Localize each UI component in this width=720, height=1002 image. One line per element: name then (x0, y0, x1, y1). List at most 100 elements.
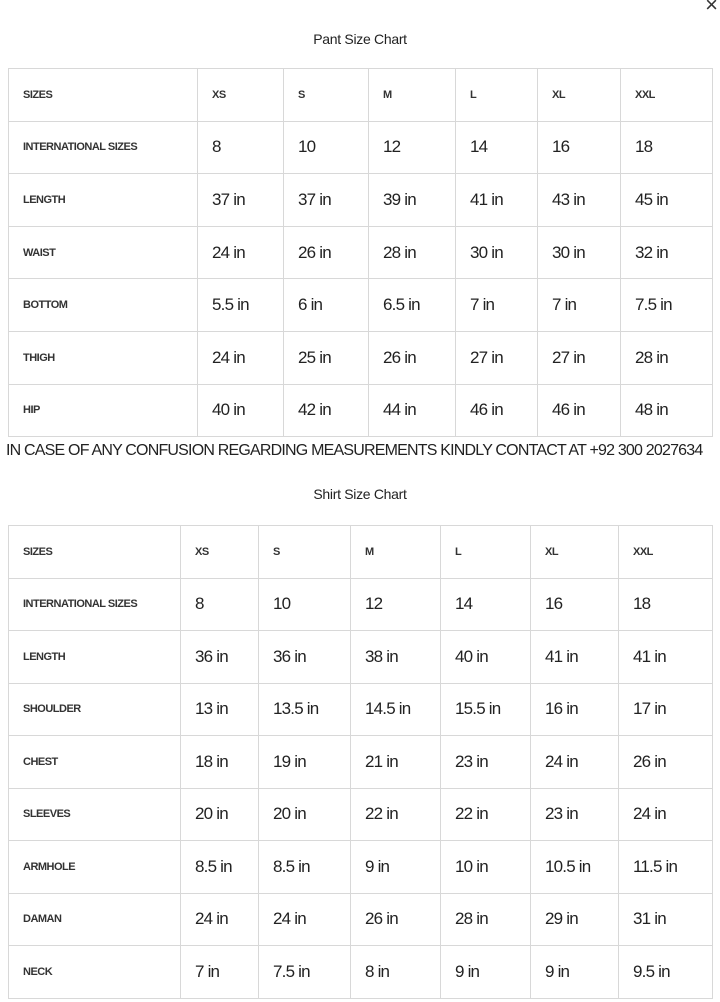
table-cell: 24 in (618, 787, 713, 841)
table-cell: 7 in (455, 278, 538, 332)
table-cell: 13.5 in (258, 682, 351, 736)
table-cell: 31 in (618, 892, 713, 946)
table-cell: 28 in (440, 892, 531, 946)
table-cell: 12 (368, 120, 456, 175)
header-cell: XS (197, 68, 284, 122)
table-cell: 23 in (530, 787, 619, 841)
table-cell: 10 in (440, 840, 531, 894)
table-cell: 27 in (455, 330, 538, 385)
table-cell: 21 in (350, 735, 441, 789)
table-row: ARMHOLE 8.5 in 8.5 in 9 in 10 in 10.5 in 11.5 … (8, 840, 713, 894)
table-cell: 40 in (197, 383, 284, 438)
table-cell: 41 in (530, 630, 619, 684)
table-cell: 14.5 in (350, 682, 441, 736)
table-cell: 24 in (197, 330, 284, 385)
row-label: ARMHOLE (8, 840, 181, 894)
row-label: INTERNATIONAL SIZES (8, 120, 198, 175)
table-cell: 13 in (180, 682, 259, 736)
header-cell: XS (180, 525, 259, 579)
row-label: LENGTH (8, 630, 181, 684)
table-cell: 36 in (180, 630, 259, 684)
row-label: WAIST (8, 225, 198, 280)
header-row: SIZES XS S M L XL XXL (8, 68, 713, 122)
table-cell: 8 (197, 120, 284, 175)
table-cell: 18 (620, 120, 713, 175)
table-row: DAMAN 24 in 24 in 26 in 28 in 29 in 31 in (8, 892, 713, 946)
table-cell: 8.5 in (258, 840, 351, 894)
row-label: HIP (8, 383, 198, 438)
table-cell: 7 in (180, 945, 259, 999)
table-cell: 24 in (258, 892, 351, 946)
table-cell: 10.5 in (530, 840, 619, 894)
row-label: DAMAN (8, 892, 181, 946)
table-row: LENGTH 36 in 36 in 38 in 40 in 41 in 41 in (8, 630, 713, 684)
table-cell: 9 in (530, 945, 619, 999)
table-row: HIP 40 in 42 in 44 in 46 in 46 in 48 in (8, 383, 713, 438)
table-cell: 5.5 in (197, 278, 284, 332)
shirt-title: Shirt Size Chart (313, 486, 407, 502)
table-row: CHEST 18 in 19 in 21 in 23 in 24 in 26 in (8, 735, 713, 789)
table-cell: 8 (180, 577, 259, 631)
header-cell: SIZES (8, 68, 198, 122)
table-cell: 26 in (368, 330, 456, 385)
table-cell: 43 in (537, 173, 621, 227)
table-cell: 9.5 in (618, 945, 713, 999)
table-cell: 29 in (530, 892, 619, 946)
table-row: INTERNATIONAL SIZES 8 10 12 14 16 18 (8, 577, 713, 631)
table-cell: 20 in (180, 787, 259, 841)
table-cell: 24 in (197, 225, 284, 280)
row-label: INTERNATIONAL SIZES (8, 577, 181, 631)
table-row: WAIST 24 in 26 in 28 in 30 in 30 in 32 in (8, 225, 713, 280)
table-row: THIGH 24 in 25 in 26 in 27 in 27 in 28 in (8, 330, 713, 385)
table-cell: 6 in (283, 278, 369, 332)
table-cell: 14 (455, 120, 538, 175)
header-row: SIZES XS S M L XL XXL (8, 525, 713, 579)
table-cell: 41 in (455, 173, 538, 227)
table-cell: 22 in (440, 787, 531, 841)
table-cell: 17 in (618, 682, 713, 736)
header-cell: S (258, 525, 351, 579)
table-cell: 23 in (440, 735, 531, 789)
table-cell: 38 in (350, 630, 441, 684)
header-cell: XXL (620, 68, 713, 122)
row-label: THIGH (8, 330, 198, 385)
table-cell: 46 in (537, 383, 621, 438)
table-cell: 10 (258, 577, 351, 631)
table-cell: 30 in (455, 225, 538, 280)
table-cell: 18 (618, 577, 713, 631)
close-button[interactable]: × (705, 0, 718, 17)
table-cell: 16 (530, 577, 619, 631)
table-cell: 45 in (620, 173, 713, 227)
table-row: INTERNATIONAL SIZES 8 10 12 14 16 18 (8, 120, 713, 175)
row-label: CHEST (8, 735, 181, 789)
table-cell: 25 in (283, 330, 369, 385)
shirt-table: SIZES XS S M L XL XXL INTERNATIONAL SIZES 8 10 12 1… (8, 525, 713, 999)
table-cell: 9 in (350, 840, 441, 894)
table-cell: 37 in (197, 173, 284, 227)
table-cell: 40 in (440, 630, 531, 684)
pant-title: Pant Size Chart (313, 31, 407, 47)
row-label: SHOULDER (8, 682, 181, 736)
table-cell: 27 in (537, 330, 621, 385)
table-row: NECK 7 in 7.5 in 8 in 9 in 9 in 9.5 in (8, 945, 713, 999)
header-cell: XXL (618, 525, 713, 579)
header-cell: M (350, 525, 441, 579)
table-cell: 7 in (537, 278, 621, 332)
row-label: NECK (8, 945, 181, 999)
contact-note: IN CASE OF ANY CONFUSION REGARDING MEASU… (6, 442, 703, 459)
table-cell: 26 in (618, 735, 713, 789)
table-cell: 9 in (440, 945, 531, 999)
header-cell: XL (537, 68, 621, 122)
row-label: BOTTOM (8, 278, 198, 332)
table-cell: 37 in (283, 173, 369, 227)
table-cell: 32 in (620, 225, 713, 280)
table-cell: 41 in (618, 630, 713, 684)
row-label: LENGTH (8, 173, 198, 227)
table-row: BOTTOM 5.5 in 6 in 6.5 in 7 in 7 in 7.5 in (8, 278, 713, 332)
row-label: SLEEVES (8, 787, 181, 841)
table-cell: 8 in (350, 945, 441, 999)
header-cell: XL (530, 525, 619, 579)
table-cell: 24 in (180, 892, 259, 946)
table-cell: 8.5 in (180, 840, 259, 894)
